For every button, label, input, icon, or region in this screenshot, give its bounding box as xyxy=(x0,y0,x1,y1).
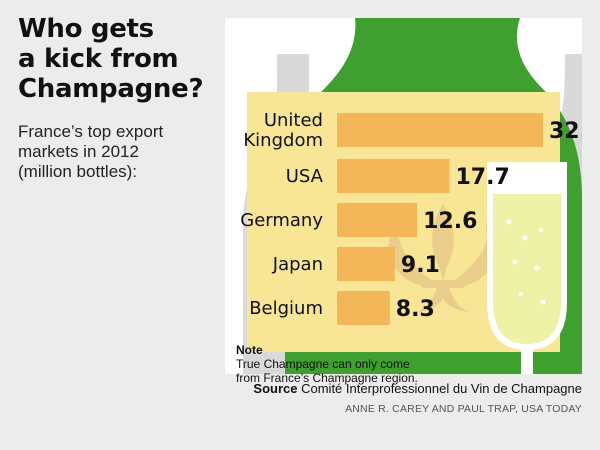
note-text: Note True Champagne can only come from F… xyxy=(236,343,496,385)
note-line-2: from France’s Champagne region. xyxy=(236,371,418,385)
title-line-1: Who gets xyxy=(18,14,154,44)
category-label: USA xyxy=(286,166,324,187)
bar-japan xyxy=(337,247,395,281)
note-line-1-text: True Champagne can only come xyxy=(236,357,410,371)
title-line-2: a kick from xyxy=(18,44,179,74)
subtitle-line-1: France’s top export xyxy=(18,122,164,141)
source-line: Source Comité Interprofessionnel du Vin … xyxy=(253,381,582,396)
source-text: Comité Interprofessionnel du Vin de Cham… xyxy=(301,381,582,396)
title-line-3: Champagne? xyxy=(18,74,204,104)
subtitle-line-2: markets in 2012 xyxy=(18,142,139,161)
source-label: Source xyxy=(253,381,298,396)
bar-belgium xyxy=(337,291,390,325)
chart-title: Who gets a kick from Champagne? xyxy=(18,14,218,104)
bar-usa xyxy=(337,159,450,193)
value-label: 12.6 xyxy=(423,209,477,234)
note-label: Note xyxy=(236,343,263,357)
bar-germany xyxy=(337,203,418,237)
category-label: Belgium xyxy=(249,298,323,319)
value-label: 17.7 xyxy=(456,165,510,190)
credit-line: ANNE R. CAREY AND PAUL TRAP, USA TODAY xyxy=(345,403,582,415)
champagne-glass-icon xyxy=(487,162,567,374)
subtitle-line-3: (million bottles): xyxy=(18,162,138,181)
value-label: 8.3 xyxy=(396,297,435,322)
category-label: Japan xyxy=(272,254,323,275)
category-label: Germany xyxy=(240,210,323,231)
note-line-1: Note True Champagne can only come xyxy=(236,343,496,371)
value-label: 9.1 xyxy=(401,253,440,278)
value-label: 32.4 xyxy=(549,119,582,144)
category-label: Kingdom xyxy=(243,130,323,151)
category-label: United xyxy=(264,110,323,131)
bar-united-kingdom xyxy=(337,113,543,147)
chart-subtitle: France’s top export markets in 2012 (mil… xyxy=(18,122,218,182)
